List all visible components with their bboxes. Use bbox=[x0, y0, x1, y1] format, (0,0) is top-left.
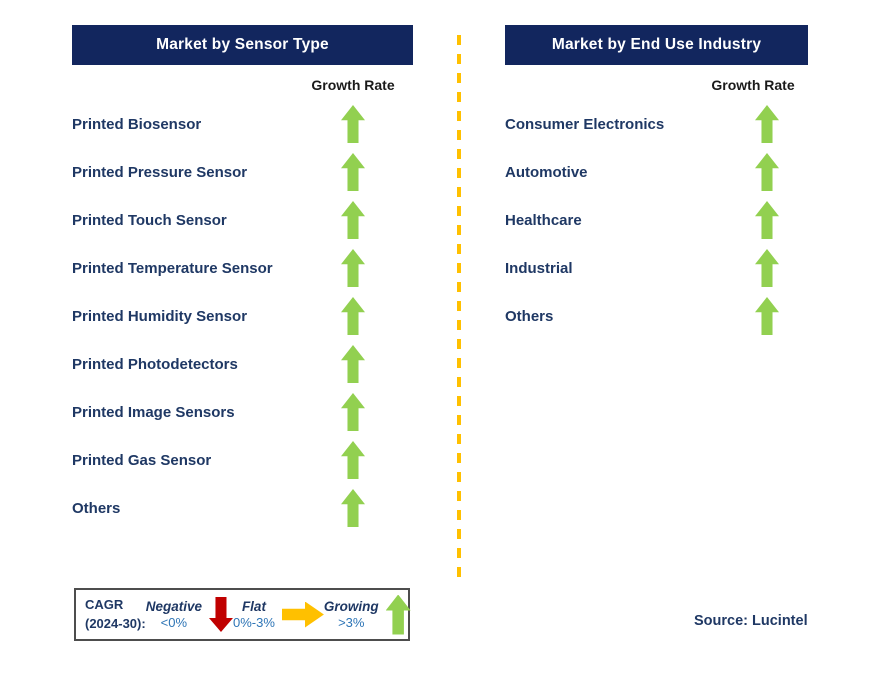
item-label: Printed Pressure Sensor bbox=[72, 163, 248, 181]
list-item: Printed Gas Sensor bbox=[72, 436, 365, 484]
list-item: Printed Humidity Sensor bbox=[72, 292, 365, 340]
dashed-divider bbox=[457, 35, 461, 578]
legend-entry-growing: Growing >3% bbox=[323, 594, 411, 635]
cagr-title-line1: CAGR bbox=[85, 596, 124, 612]
list-item: Consumer Electronics bbox=[505, 100, 779, 148]
item-label: Others bbox=[505, 307, 554, 325]
growth-up-arrow-icon bbox=[341, 153, 365, 191]
end-use-industry-list: Consumer Electronics Automotive Healthca… bbox=[505, 100, 779, 340]
legend-entry-negative: Negative <0% bbox=[146, 597, 233, 632]
growth-up-arrow-icon bbox=[755, 201, 779, 239]
item-label: Printed Gas Sensor bbox=[72, 451, 212, 469]
legend-label: Growing bbox=[323, 599, 379, 614]
growth-up-arrow-icon bbox=[341, 297, 365, 335]
legend-label: Flat bbox=[241, 599, 266, 614]
legend-label: Negative bbox=[145, 599, 202, 614]
growth-rate-label-left: Growth Rate bbox=[311, 77, 395, 93]
growth-up-arrow-icon bbox=[341, 441, 365, 479]
item-label: Printed Temperature Sensor bbox=[72, 259, 273, 277]
up-arrow-icon bbox=[385, 594, 411, 635]
item-label: Printed Humidity Sensor bbox=[72, 307, 248, 325]
list-item: Industrial bbox=[505, 244, 779, 292]
list-item: Printed Temperature Sensor bbox=[72, 244, 365, 292]
down-arrow-icon bbox=[208, 597, 233, 632]
legend-range: 0%-3% bbox=[232, 615, 275, 630]
item-label: Others bbox=[72, 499, 121, 517]
growth-up-arrow-icon bbox=[755, 297, 779, 335]
item-label: Printed Photodetectors bbox=[72, 355, 238, 373]
item-label: Printed Touch Sensor bbox=[72, 211, 227, 229]
panel-title-sensor-type: Market by Sensor Type bbox=[72, 25, 413, 65]
list-item: Printed Touch Sensor bbox=[72, 196, 365, 244]
growth-up-arrow-icon bbox=[341, 201, 365, 239]
growth-up-arrow-icon bbox=[341, 249, 365, 287]
cagr-title-line2: (2024-30): bbox=[85, 615, 146, 631]
sensor-type-list: Printed Biosensor Printed Pressure Senso… bbox=[72, 100, 365, 532]
legend-entry-flat: Flat 0%-3% bbox=[233, 599, 324, 630]
growth-rate-label-right: Growth Rate bbox=[711, 77, 795, 93]
growth-up-arrow-icon bbox=[341, 489, 365, 527]
list-item: Automotive bbox=[505, 148, 779, 196]
item-label: Healthcare bbox=[505, 211, 582, 229]
item-label: Consumer Electronics bbox=[505, 115, 665, 133]
item-label: Industrial bbox=[505, 259, 573, 277]
list-item: Healthcare bbox=[505, 196, 779, 244]
legend-range: >3% bbox=[338, 615, 365, 630]
item-label: Automotive bbox=[505, 163, 588, 181]
legend-range: <0% bbox=[160, 615, 188, 630]
list-item: Printed Biosensor bbox=[72, 100, 365, 148]
growth-up-arrow-icon bbox=[755, 105, 779, 143]
item-label: Printed Biosensor bbox=[72, 115, 202, 133]
panel-title-end-use-industry: Market by End Use Industry bbox=[505, 25, 808, 65]
list-item: Printed Pressure Sensor bbox=[72, 148, 365, 196]
cagr-title: CAGR (2024-30): bbox=[85, 596, 146, 634]
list-item: Others bbox=[505, 292, 779, 340]
growth-up-arrow-icon bbox=[341, 345, 365, 383]
item-label: Printed Image Sensors bbox=[72, 403, 235, 421]
list-item: Printed Image Sensors bbox=[72, 388, 365, 436]
growth-up-arrow-icon bbox=[341, 393, 365, 431]
growth-up-arrow-icon bbox=[341, 105, 365, 143]
growth-up-arrow-icon bbox=[755, 249, 779, 287]
cagr-legend: CAGR (2024-30): Negative <0% Flat 0%-3% … bbox=[74, 588, 411, 641]
growth-up-arrow-icon bbox=[755, 153, 779, 191]
list-item: Others bbox=[72, 484, 365, 532]
list-item: Printed Photodetectors bbox=[72, 340, 365, 388]
right-arrow-icon bbox=[281, 601, 324, 628]
source-label: Source: Lucintel bbox=[694, 613, 808, 629]
